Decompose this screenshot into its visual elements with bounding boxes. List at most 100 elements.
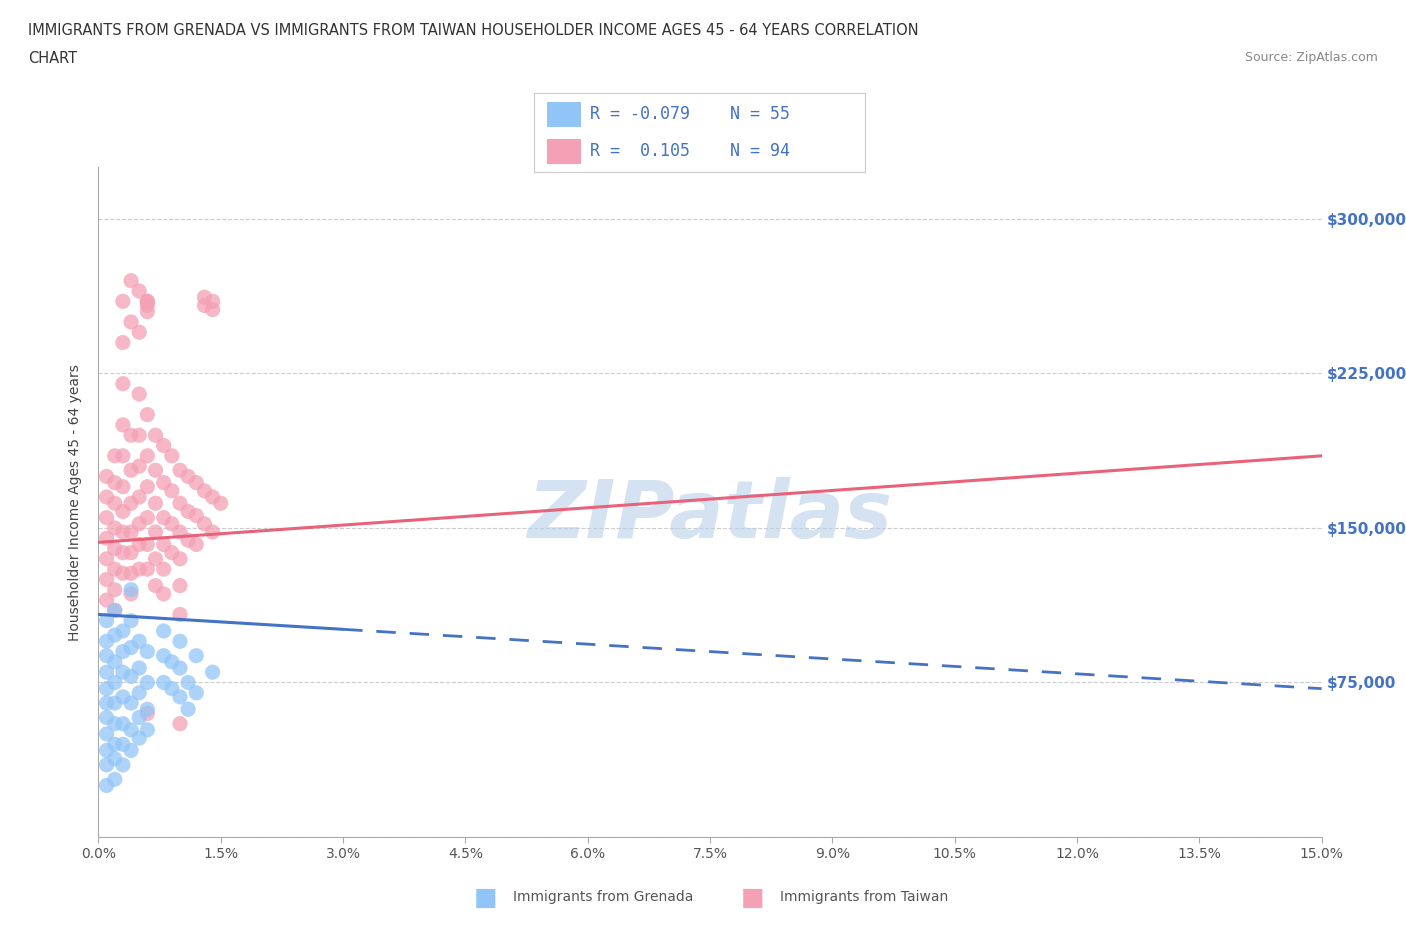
Point	[136, 537, 159, 551]
Point	[186, 508, 208, 523]
Text: ZIPatlas: ZIPatlas	[527, 476, 893, 554]
Point	[209, 496, 232, 511]
Point	[160, 448, 183, 463]
Point	[104, 628, 127, 643]
Point	[201, 665, 224, 680]
Text: ■: ■	[474, 885, 496, 910]
Point	[152, 648, 174, 663]
Point	[128, 284, 150, 299]
Point	[152, 623, 174, 638]
Point	[193, 484, 215, 498]
Point	[136, 644, 159, 659]
Point	[169, 660, 191, 675]
Point	[111, 504, 134, 519]
Point	[120, 723, 142, 737]
Point	[96, 592, 118, 607]
Point	[177, 533, 200, 548]
Point	[128, 428, 150, 443]
Point	[96, 572, 118, 587]
Point	[193, 516, 215, 531]
Point	[152, 511, 174, 525]
Point	[120, 696, 142, 711]
Point	[128, 325, 150, 339]
Point	[120, 545, 142, 560]
Point	[96, 634, 118, 649]
Point	[111, 335, 134, 350]
Point	[104, 737, 127, 751]
Point	[120, 314, 142, 329]
Point	[104, 562, 127, 577]
Point	[96, 469, 118, 484]
Point	[177, 702, 200, 717]
Point	[136, 702, 159, 717]
Point	[169, 607, 191, 622]
Bar	[547, 101, 581, 127]
Point	[96, 757, 118, 772]
Point	[111, 525, 134, 539]
Point	[145, 428, 167, 443]
Point	[104, 603, 127, 618]
Point	[120, 565, 142, 580]
Point	[169, 496, 191, 511]
Point	[111, 716, 134, 731]
Text: IMMIGRANTS FROM GRENADA VS IMMIGRANTS FROM TAIWAN HOUSEHOLDER INCOME AGES 45 - 6: IMMIGRANTS FROM GRENADA VS IMMIGRANTS FR…	[28, 23, 918, 38]
Text: R =  0.105    N = 94: R = 0.105 N = 94	[591, 141, 790, 160]
Point	[186, 475, 208, 490]
Point	[152, 587, 174, 602]
Point	[169, 578, 191, 593]
Point	[169, 689, 191, 704]
Point	[96, 648, 118, 663]
Text: R = -0.079    N = 55: R = -0.079 N = 55	[591, 105, 790, 124]
Point	[136, 448, 159, 463]
Point	[111, 623, 134, 638]
Point	[104, 675, 127, 690]
Point	[193, 290, 215, 305]
Point	[145, 551, 167, 566]
Point	[120, 640, 142, 655]
Point	[96, 613, 118, 628]
Point	[120, 582, 142, 597]
Text: Source: ZipAtlas.com: Source: ZipAtlas.com	[1244, 51, 1378, 64]
Point	[128, 458, 150, 473]
Point	[145, 463, 167, 478]
Point	[111, 665, 134, 680]
Point	[177, 504, 200, 519]
Y-axis label: Householder Income Ages 45 - 64 years: Householder Income Ages 45 - 64 years	[69, 364, 83, 641]
Point	[136, 298, 159, 312]
Point	[145, 525, 167, 539]
Point	[136, 407, 159, 422]
Point	[136, 511, 159, 525]
Point	[160, 484, 183, 498]
Point	[193, 298, 215, 312]
Point	[128, 562, 150, 577]
Point	[169, 551, 191, 566]
Point	[104, 751, 127, 766]
Point	[120, 525, 142, 539]
Point	[104, 496, 127, 511]
Point	[136, 304, 159, 319]
Text: Immigrants from Grenada: Immigrants from Grenada	[513, 890, 693, 905]
Point	[136, 723, 159, 737]
Point	[120, 613, 142, 628]
Point	[120, 496, 142, 511]
Point	[160, 516, 183, 531]
Point	[104, 582, 127, 597]
Point	[128, 685, 150, 700]
Point	[96, 778, 118, 793]
Point	[111, 545, 134, 560]
Point	[136, 294, 159, 309]
Bar	[547, 139, 581, 165]
Point	[169, 716, 191, 731]
Point	[128, 537, 150, 551]
Point	[111, 418, 134, 432]
Point	[160, 545, 183, 560]
Point	[120, 669, 142, 684]
Point	[136, 479, 159, 494]
Point	[104, 772, 127, 787]
Point	[177, 469, 200, 484]
Point	[96, 665, 118, 680]
Point	[111, 448, 134, 463]
Point	[96, 551, 118, 566]
Point	[201, 489, 224, 504]
Point	[145, 578, 167, 593]
